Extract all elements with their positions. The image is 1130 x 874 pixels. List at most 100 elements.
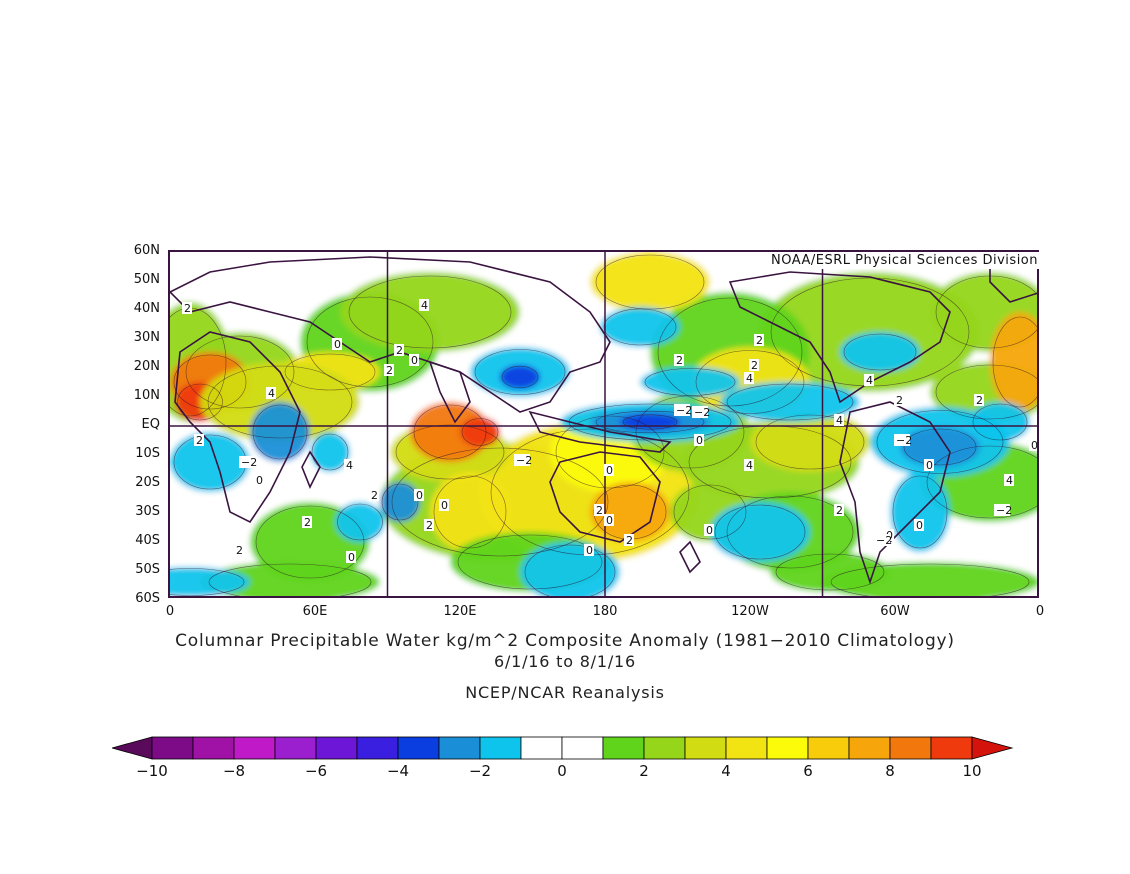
colorbar-tick-label: −8: [222, 762, 246, 780]
svg-text:4: 4: [746, 459, 753, 472]
contour-label: 4: [419, 299, 429, 312]
lat-tick-label: 30N: [133, 330, 160, 345]
contour-label: −2: [674, 404, 692, 417]
contour-label: 4: [266, 387, 276, 400]
colorbar-swatch: [520, 736, 563, 760]
date-range: 6/1/16 to 8/1/16: [493, 652, 637, 671]
lon-tick-label: 120E: [443, 604, 477, 619]
svg-text:2: 2: [836, 504, 843, 517]
contour-label: 2: [754, 334, 764, 347]
svg-text:2: 2: [304, 516, 311, 529]
data-source: NCEP/NCAR Reanalysis: [465, 683, 665, 702]
contour-label: 4: [834, 414, 844, 427]
contour-label: 4: [744, 459, 754, 472]
colorbar-tick-label: −6: [304, 762, 328, 780]
svg-text:4: 4: [746, 372, 753, 385]
colorbar-swatch: [766, 736, 809, 760]
svg-text:4: 4: [836, 414, 843, 427]
colorbar-swatch: [561, 736, 604, 760]
colorbar-swatch: [479, 736, 522, 760]
colorbar-swatch: [848, 736, 891, 760]
contour-label: 0: [914, 519, 924, 532]
lat-tick-label: 10S: [135, 446, 160, 461]
colorbar-tick-label: −10: [136, 762, 168, 780]
contour-label: 0: [1029, 439, 1038, 452]
map-title: Columnar Precipitable Water kg/m^2 Compo…: [175, 631, 955, 651]
lon-tick-label: 60W: [880, 604, 910, 619]
colorbar-max-arrow: [971, 736, 1014, 760]
contour-label: 2: [974, 394, 984, 407]
svg-text:0: 0: [606, 464, 613, 477]
lat-tick-label: 20S: [135, 475, 160, 490]
contour-label: 0: [604, 464, 614, 477]
contour-label: 4: [344, 459, 354, 472]
contour-label: 2: [394, 344, 404, 357]
lat-tick-label: 60S: [135, 591, 160, 606]
colorbar-tick-label: 10: [962, 762, 982, 780]
svg-text:4: 4: [1006, 474, 1013, 487]
svg-text:0: 0: [334, 338, 341, 351]
contour-label: 2: [424, 519, 434, 532]
contour-label: 0: [704, 524, 714, 537]
svg-text:2: 2: [896, 394, 903, 407]
svg-text:4: 4: [346, 459, 353, 472]
contour-label: 2: [674, 354, 684, 367]
lon-tick-label: 0: [1035, 604, 1045, 619]
contour-label: 0: [604, 514, 614, 527]
anomaly-map: 24022024−2022−244200−22202402−20204240−2…: [168, 250, 1039, 598]
svg-text:0: 0: [348, 551, 355, 564]
credit-label: NOAA/ESRL Physical Sciences Division: [716, 252, 1040, 269]
lat-tick-label: 60N: [133, 243, 160, 258]
colorbar-swatch: [438, 736, 481, 760]
colorbar-tick-label: 2: [639, 762, 649, 780]
contour-label: 0: [409, 354, 419, 367]
contour-label: 4: [1004, 474, 1014, 487]
svg-text:0: 0: [1031, 439, 1038, 452]
colorbar: [112, 736, 1014, 760]
colorbar-swatch: [643, 736, 686, 760]
contour-label: 0: [414, 489, 424, 502]
svg-text:0: 0: [411, 354, 418, 367]
svg-text:−2: −2: [676, 404, 692, 417]
svg-text:2: 2: [426, 519, 433, 532]
colorbar-swatch: [930, 736, 973, 760]
svg-text:0: 0: [696, 434, 703, 447]
svg-text:4: 4: [268, 387, 275, 400]
contour-label: 0: [584, 544, 594, 557]
colorbar-swatch: [397, 736, 440, 760]
lat-tick-label: 30S: [135, 504, 160, 519]
colorbar-tick-label: 0: [557, 762, 567, 780]
colorbar-swatch: [315, 736, 358, 760]
lon-tick-label: 120W: [731, 604, 769, 619]
lon-tick-label: 60E: [302, 604, 328, 619]
colorbar-tick-label: 4: [721, 762, 731, 780]
contour-label: 0: [332, 338, 342, 351]
contour-label: −2: [894, 434, 912, 447]
svg-text:2: 2: [626, 534, 633, 547]
gridlines: [170, 252, 1037, 596]
lat-tick-label: 20N: [133, 359, 160, 374]
anomaly-field: 24022024−2022−244200−22202402−20204240−2…: [170, 252, 1038, 596]
svg-text:0: 0: [926, 459, 933, 472]
svg-text:0: 0: [441, 499, 448, 512]
contour-label: 2: [182, 302, 192, 315]
svg-text:−2: −2: [241, 456, 257, 469]
contour-label: 2: [194, 434, 204, 447]
contour-label: −2: [994, 504, 1012, 517]
colorbar-swatch: [192, 736, 235, 760]
svg-text:−2: −2: [516, 454, 532, 467]
svg-text:2: 2: [371, 489, 378, 502]
svg-text:2: 2: [236, 544, 243, 557]
lat-tick-label: 10N: [133, 388, 160, 403]
contour-label: 0: [346, 551, 356, 564]
contour-label: 2: [384, 364, 394, 377]
colorbar-swatch: [356, 736, 399, 760]
colorbar-swatch: [807, 736, 850, 760]
contour-label: 2: [894, 394, 904, 407]
contour-label: 4: [744, 372, 754, 385]
contour-label: 2: [369, 489, 379, 502]
colorbar-swatch: [725, 736, 768, 760]
contour-label: 4: [864, 374, 874, 387]
lat-tick-label: EQ: [141, 417, 160, 432]
lon-tick-label: 180: [592, 604, 618, 619]
